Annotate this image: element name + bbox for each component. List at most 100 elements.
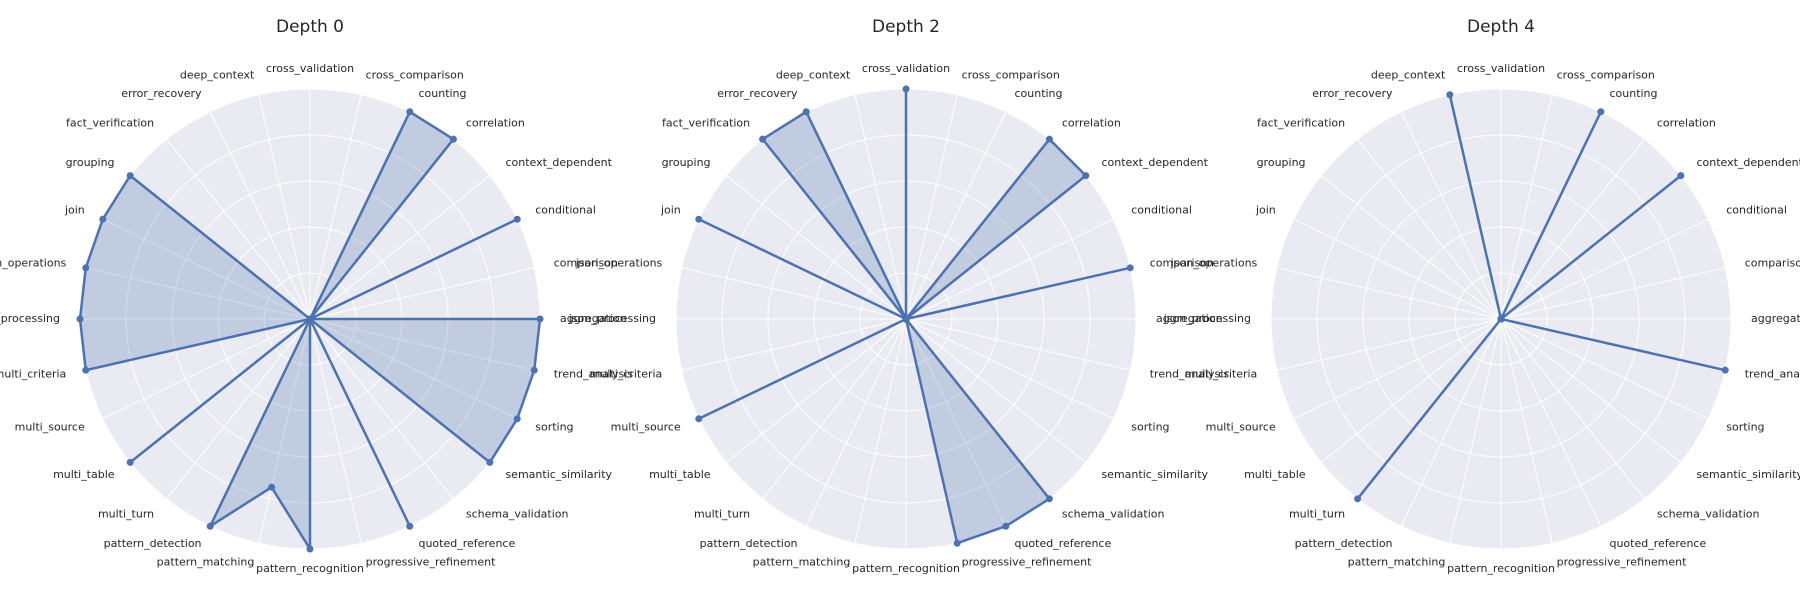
category-label: context_dependent: [505, 156, 612, 169]
data-point: [1082, 172, 1090, 180]
category-label: conditional: [1131, 204, 1192, 217]
category-label: multi_source: [611, 420, 681, 433]
grid-spoke: [85, 267, 311, 320]
data-point: [1045, 135, 1053, 143]
grid-spoke: [1320, 175, 1502, 320]
data-point: [530, 366, 538, 374]
data-point: [1045, 495, 1053, 503]
grid-spoke: [309, 318, 518, 420]
category-label: multi_table: [1244, 468, 1306, 481]
data-point: [99, 215, 107, 223]
grid-spoke: [166, 138, 311, 320]
data-point: [126, 172, 134, 180]
category-label: pattern_recognition: [1447, 562, 1555, 575]
category-label: pattern_detection: [1295, 537, 1393, 550]
grid-spoke: [1500, 318, 1602, 527]
grid-spoke: [725, 175, 907, 320]
category-label: context_dependent: [1101, 156, 1208, 169]
grid-spoke: [1320, 318, 1502, 463]
category-label: cross_validation: [862, 62, 950, 75]
category-label: pattern_recognition: [256, 562, 364, 575]
data-point: [486, 458, 494, 466]
data-point: [513, 415, 521, 423]
grid-spoke: [905, 318, 1114, 420]
category-label: multi_criteria: [590, 368, 663, 381]
category-label: progressive_refinement: [1557, 556, 1687, 569]
category-label: quoted_reference: [418, 537, 515, 550]
category-label: multi_table: [649, 468, 711, 481]
grid-spoke: [1357, 138, 1502, 320]
category-label: semantic_similarity: [1101, 468, 1208, 481]
category-label: deep_context: [776, 68, 851, 81]
category-label: sorting: [535, 420, 573, 433]
category-label: join: [64, 204, 85, 217]
data-point: [902, 85, 910, 93]
category-label: fact_verification: [662, 117, 750, 130]
category-label: comparison: [1150, 256, 1214, 269]
grid-spoke: [854, 94, 907, 320]
category-label: counting: [1014, 87, 1062, 100]
grid-spoke: [309, 318, 454, 500]
category-label: schema_validation: [1657, 507, 1760, 520]
category-label: context_dependent: [1696, 156, 1800, 169]
category-label: conditional: [1726, 204, 1787, 217]
category-label: comparison: [554, 256, 618, 269]
grid-spoke: [1400, 111, 1502, 320]
category-label: multi_criteria: [0, 368, 66, 381]
panel-depth-4: Depth 4 aggregation comparison conditional…: [1163, 17, 1800, 575]
category-label: fact_verification: [66, 117, 154, 130]
grid-spoke: [1276, 267, 1502, 320]
grid-spoke: [1449, 318, 1502, 544]
category-label: cross_comparison: [366, 68, 464, 81]
category-label: grouping: [662, 156, 711, 169]
grid-spoke: [1500, 267, 1726, 320]
data-point: [513, 215, 521, 223]
grid-spoke: [209, 111, 311, 320]
data-point: [802, 108, 810, 116]
grid-spoke: [681, 267, 907, 320]
grid-spoke: [905, 94, 958, 320]
data-point: [1721, 366, 1729, 374]
category-label: progressive_refinement: [962, 556, 1092, 569]
grid-spoke: [681, 318, 907, 371]
data-point: [406, 108, 414, 116]
category-label: pattern_detection: [104, 537, 202, 550]
category-label: pattern_matching: [753, 556, 851, 569]
category-label: json_operations: [0, 256, 67, 269]
grid-spoke: [166, 318, 311, 500]
data-point: [1497, 315, 1505, 323]
category-label: multi_source: [15, 420, 85, 433]
grid-spoke: [1500, 138, 1645, 320]
category-label: semantic_similarity: [505, 468, 612, 481]
data-point: [536, 315, 544, 323]
category-label: quoted_reference: [1014, 537, 1111, 550]
category-label: multi_criteria: [1185, 368, 1258, 381]
data-point: [268, 483, 276, 491]
category-label: aggregation: [560, 312, 627, 325]
category-label: grouping: [1257, 156, 1306, 169]
data-point: [1597, 108, 1605, 116]
category-label: cross_validation: [266, 62, 354, 75]
grid-spoke: [258, 94, 311, 320]
category-label: error_recovery: [717, 87, 798, 100]
category-label: counting: [418, 87, 466, 100]
grid-spoke: [1500, 94, 1553, 320]
category-label: multi_turn: [98, 507, 154, 520]
data-point: [695, 215, 703, 223]
category-label: comparison: [1745, 256, 1800, 269]
grid-spoke: [102, 218, 311, 320]
category-label: join: [1255, 204, 1276, 217]
category-label: correlation: [1062, 117, 1121, 130]
category-label: grouping: [66, 156, 115, 169]
category-label: multi_table: [53, 468, 115, 481]
grid-spoke: [309, 318, 535, 371]
data-point: [306, 315, 314, 323]
data-point: [1677, 172, 1685, 180]
grid-spoke: [1276, 318, 1502, 371]
category-label: schema_validation: [1062, 507, 1165, 520]
category-label: schema_validation: [466, 507, 569, 520]
grid-spoke: [1293, 218, 1502, 320]
grid-spoke: [725, 318, 907, 463]
panel-depth-2: Depth 2 aggregation comparison conditional…: [568, 17, 1230, 575]
